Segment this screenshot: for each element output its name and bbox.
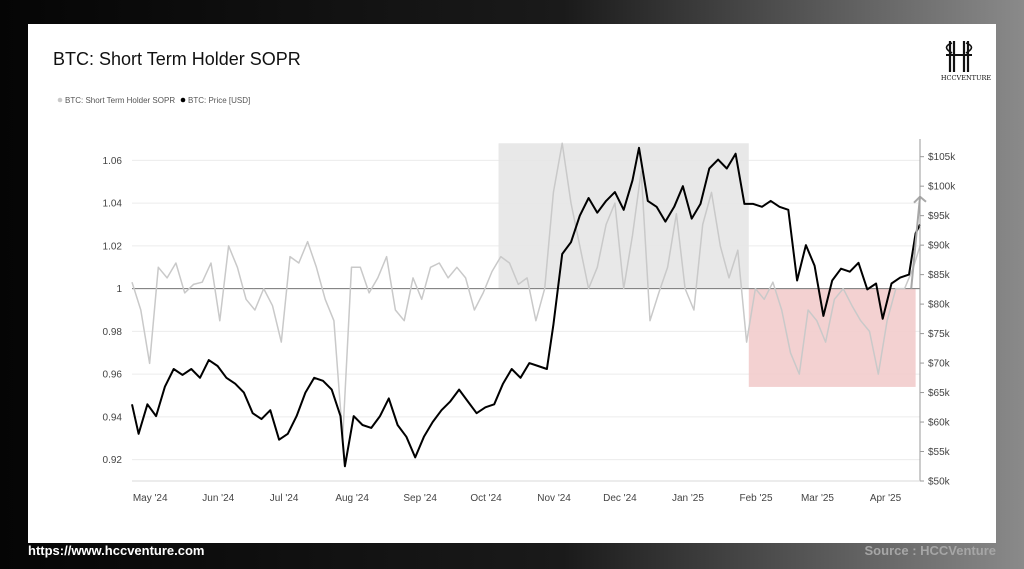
x-tick-label: Mar '25 (801, 493, 834, 504)
y-left-tick-label: 1.04 (103, 199, 123, 210)
x-tick-label: Nov '24 (537, 493, 571, 504)
y-right-tick-label: $90k (928, 241, 951, 252)
chart-title: BTC: Short Term Holder SOPR (53, 49, 301, 69)
y-right-tick-label: $55k (928, 447, 951, 458)
footer-website: https://www.hccventure.com (28, 543, 205, 558)
y-right-tick-label: $50k (928, 477, 951, 488)
y-left-tick-label: 1 (116, 284, 122, 295)
y-left-tick-label: 0.92 (103, 455, 123, 466)
legend-marker-sopr (57, 97, 63, 103)
y-right-tick-label: $95k (928, 211, 951, 222)
logo-text: HCCVENTURE (941, 74, 991, 82)
chart: BTC: Short Term Holder SOPR BTC: Short T… (53, 41, 991, 504)
legend-label-price: BTC: Price [USD] (188, 96, 250, 105)
x-tick-label: Jul '24 (270, 493, 299, 504)
chart-card: BTC: Short Term Holder SOPR BTC: Short T… (28, 24, 996, 543)
y-right-tick-label: $85k (928, 270, 951, 281)
sopr-series (131, 142, 921, 440)
y-right-tick-label: $60k (928, 418, 951, 429)
x-tick-label: Aug '24 (335, 493, 369, 504)
y-left-tick-label: 0.96 (103, 370, 123, 381)
shaded-regions (498, 143, 916, 387)
y-axis-left: 0.92 0.94 0.96 0.98 1 1.02 1.04 1.06 (103, 156, 123, 466)
x-tick-label: Dec '24 (603, 493, 637, 504)
y-left-tick-label: 1.06 (103, 156, 123, 167)
legend-label-sopr: BTC: Short Term Holder SOPR (65, 96, 175, 105)
y-left-tick-label: 0.98 (103, 327, 123, 338)
x-tick-label: Oct '24 (470, 493, 502, 504)
y-right-tick-label: $75k (928, 329, 951, 340)
y-right-tick-label: $100k (928, 182, 956, 193)
x-tick-label: Jan '25 (672, 493, 704, 504)
x-tick-label: May '24 (133, 493, 168, 504)
x-tick-label: Apr '25 (870, 493, 902, 504)
price-series (131, 146, 921, 468)
legend: BTC: Short Term Holder SOPR BTC: Price [… (57, 96, 250, 105)
y-right-tick-label: $105k (928, 152, 956, 163)
x-tick-label: Jun '24 (202, 493, 234, 504)
axes (132, 139, 921, 482)
price-line (131, 146, 921, 468)
y-left-tick-label: 1.02 (103, 241, 123, 252)
y-right-tick-label: $80k (928, 300, 951, 311)
shaded-region-1 (748, 288, 916, 387)
y-right-tick-label: $65k (928, 388, 951, 399)
y-axis-right: $50k $55k $60k $65k $70k $75k $80k $85k $90k $95k… (920, 152, 956, 488)
x-tick-label: Sep '24 (403, 493, 437, 504)
y-right-tick-label: $70k (928, 359, 951, 370)
x-tick-label: Feb '25 (739, 493, 772, 504)
y-left-tick-label: 0.94 (103, 412, 123, 423)
x-axis: May '24 Jun '24 Jul '24 Aug '24 Sep '24 Oct '… (133, 493, 902, 504)
logo: HCCVENTURE (941, 41, 991, 82)
legend-marker-price (180, 97, 186, 103)
footer-source: Source : HCCVenture (864, 543, 996, 558)
sopr-line (131, 142, 921, 440)
shaded-region-0 (498, 143, 749, 289)
logo-mark-icon (945, 41, 973, 72)
arrow-shaft (910, 196, 921, 289)
